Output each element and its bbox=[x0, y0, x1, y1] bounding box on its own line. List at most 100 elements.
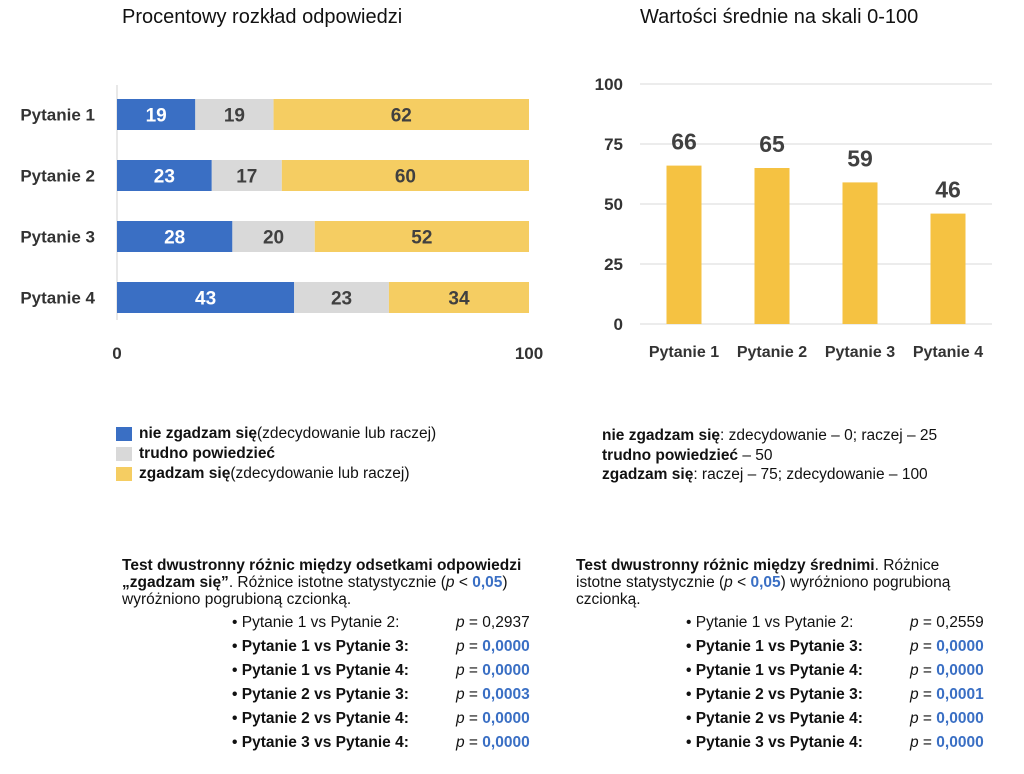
right-test-title: Test dwustronny różnic między średnimi bbox=[576, 557, 875, 574]
bar-segment bbox=[314, 221, 529, 252]
pvalue-row: • Pytanie 3 vs Pytanie 4: p = 0,0000 bbox=[686, 734, 1016, 758]
comparison-label: • Pytanie 1 vs Pytanie 4: bbox=[686, 662, 863, 679]
comparison-label: • Pytanie 1 vs Pytanie 3: bbox=[686, 638, 863, 655]
bar-segment bbox=[388, 282, 529, 313]
comparison-label: • Pytanie 2 vs Pytanie 4: bbox=[232, 710, 409, 727]
bar bbox=[666, 165, 702, 324]
scale-note-bold: trudno powiedzieć bbox=[602, 446, 739, 464]
p-symbol: p bbox=[445, 574, 455, 591]
right-test-text: ) wyróżniono pogrubioną bbox=[780, 574, 951, 591]
p-symbol: p bbox=[724, 574, 733, 591]
left-test-heading: Test dwustronny różnic między odsetkami … bbox=[122, 557, 572, 608]
mean-bar-chart: 0 25 50 75 100 66 Pytanie 1 65 Pytanie 2 59 Pytani… bbox=[595, 75, 992, 361]
pvalue: p = 0,0000 bbox=[456, 662, 530, 679]
scale-note-line: zgadzam się: raczej – 75; zdecydowanie –… bbox=[602, 465, 937, 485]
legend-label-bold: nie zgadzam się bbox=[139, 425, 258, 442]
pvalue-row: • Pytanie 2 vs Pytanie 4: p = 0,0000 bbox=[232, 710, 562, 734]
pvalue-row: • Pytanie 2 vs Pytanie 3: p = 0,0001 bbox=[686, 686, 1016, 710]
data-label: 17 bbox=[236, 167, 257, 188]
data-label: 34 bbox=[448, 289, 470, 310]
comparison-label: • Pytanie 3 vs Pytanie 4: bbox=[232, 734, 409, 751]
left-test-answer: „zgadzam się” bbox=[122, 574, 229, 591]
left-test-text: . Różnice istotne statystycznie ( bbox=[228, 574, 446, 591]
pvalue: p = 0,0000 bbox=[910, 710, 984, 727]
pvalue: p = 0,0001 bbox=[910, 686, 984, 703]
pvalue-row: • Pytanie 2 vs Pytanie 3: p = 0,0003 bbox=[232, 686, 562, 710]
pvalue-row: • Pytanie 1 vs Pytanie 2: p = 0,2559 bbox=[686, 614, 1016, 638]
lt-symbol: < bbox=[454, 574, 473, 591]
data-label: 65 bbox=[759, 131, 785, 157]
scale-note-bold: nie zgadzam się bbox=[602, 427, 721, 444]
pvalue-row: • Pytanie 1 vs Pytanie 3: p = 0,0000 bbox=[232, 638, 562, 662]
left-chart-title: Procentowy rozkład odpowiedzi bbox=[122, 6, 403, 28]
comparison-label: • Pytanie 2 vs Pytanie 3: bbox=[686, 686, 863, 703]
comparison-label: • Pytanie 2 vs Pytanie 4: bbox=[686, 710, 863, 727]
pvalue-row: • Pytanie 1 vs Pytanie 2: p = 0,2937 bbox=[232, 614, 562, 638]
bar-segment bbox=[117, 160, 212, 191]
pvalue: p = 0,0000 bbox=[456, 710, 530, 727]
scale-note-bold: zgadzam się bbox=[602, 466, 694, 483]
pvalue: p = 0,0003 bbox=[456, 686, 530, 703]
data-label: 60 bbox=[395, 167, 416, 188]
x-tick-label: 100 bbox=[515, 344, 543, 363]
close-paren: ) bbox=[502, 574, 508, 591]
right-test-text: czcionką. bbox=[576, 591, 641, 608]
category-label: Pytanie 4 bbox=[20, 289, 95, 308]
pvalue-row: • Pytanie 3 vs Pytanie 4: p = 0,0000 bbox=[232, 734, 562, 758]
x-tick-label: Pytanie 3 bbox=[825, 344, 895, 361]
legend-label-rest: (zdecydowanie lub raczej) bbox=[230, 465, 410, 482]
pvalue: p = 0,2937 bbox=[456, 614, 530, 631]
left-test-text: wyróżniono pogrubioną czcionką. bbox=[122, 591, 352, 608]
y-tick-label: 100 bbox=[595, 75, 623, 94]
pvalue-row: • Pytanie 1 vs Pytanie 4: p = 0,0000 bbox=[686, 662, 1016, 686]
bar-segment bbox=[117, 221, 233, 252]
bar-segment bbox=[273, 99, 529, 130]
data-label: 43 bbox=[195, 289, 216, 310]
pvalue-row: • Pytanie 1 vs Pytanie 4: p = 0,0000 bbox=[232, 662, 562, 686]
right-test-heading: Test dwustronny różnic między średnimi. … bbox=[576, 557, 1016, 608]
comparison-label: • Pytanie 1 vs Pytanie 2: bbox=[686, 614, 854, 631]
data-label: 66 bbox=[671, 129, 697, 155]
pvalue-row: • Pytanie 1 vs Pytanie 3: p = 0,0000 bbox=[686, 638, 1016, 662]
data-label: 28 bbox=[164, 228, 185, 249]
legend-swatch-agree bbox=[116, 467, 132, 481]
legend-swatch-neutral bbox=[116, 447, 132, 461]
bar bbox=[930, 213, 966, 324]
right-pvalue-list: • Pytanie 1 vs Pytanie 2: p = 0,2559 • Pyt… bbox=[686, 614, 1016, 758]
data-label: 46 bbox=[935, 177, 961, 203]
y-tick-label: 50 bbox=[604, 195, 623, 214]
pvalue: p = 0,0000 bbox=[456, 734, 530, 751]
data-label: 62 bbox=[391, 106, 412, 127]
bar-segment bbox=[117, 282, 295, 313]
scale-note-rest: : raczej – 75; zdecydowanie – 100 bbox=[693, 466, 928, 483]
scale-note-rest: : zdecydowanie – 0; raczej – 25 bbox=[720, 427, 938, 444]
comparison-label: • Pytanie 1 vs Pytanie 4: bbox=[232, 662, 409, 679]
legend-item-disagree: nie zgadzam się (zdecydowanie lub raczej… bbox=[116, 424, 436, 444]
legend-item-agree: zgadzam się (zdecydowanie lub raczej) bbox=[116, 464, 436, 484]
comparison-label: • Pytanie 1 vs Pytanie 2: bbox=[232, 614, 400, 631]
comparison-label: • Pytanie 1 vs Pytanie 3: bbox=[232, 638, 409, 655]
data-label: 59 bbox=[847, 145, 873, 171]
x-tick-label: Pytanie 4 bbox=[913, 344, 983, 361]
x-tick-label: 0 bbox=[112, 344, 121, 363]
legend-label-bold: zgadzam się bbox=[139, 465, 231, 482]
scale-note-rest: – 50 bbox=[738, 446, 773, 464]
right-chart-title: Wartości średnie na skali 0-100 bbox=[640, 6, 919, 28]
bar-segment bbox=[211, 160, 282, 191]
comparison-label: • Pytanie 2 vs Pytanie 3: bbox=[232, 686, 409, 703]
category-label: Pytanie 1 bbox=[20, 106, 95, 125]
y-tick-label: 0 bbox=[614, 315, 623, 334]
stacked-bar-chart: Pytanie 1 19 19 62 Pytanie 2 23 17 60 Pytanie 3 2… bbox=[20, 85, 543, 363]
bar bbox=[754, 168, 790, 324]
legend-label-rest: (zdecydowanie lub raczej) bbox=[257, 425, 437, 442]
x-tick-label: Pytanie 1 bbox=[649, 344, 719, 361]
right-test-text: istotne statystycznie ( bbox=[576, 574, 725, 591]
category-label: Pytanie 2 bbox=[20, 167, 95, 186]
bar-segment bbox=[294, 282, 389, 313]
y-tick-label: 25 bbox=[604, 255, 623, 274]
legend-item-neutral: trudno powiedzieć bbox=[116, 444, 436, 464]
bar-segment bbox=[281, 160, 529, 191]
data-label: 23 bbox=[154, 167, 175, 188]
bar bbox=[842, 182, 878, 324]
alpha-value: 0,05 bbox=[750, 574, 781, 591]
